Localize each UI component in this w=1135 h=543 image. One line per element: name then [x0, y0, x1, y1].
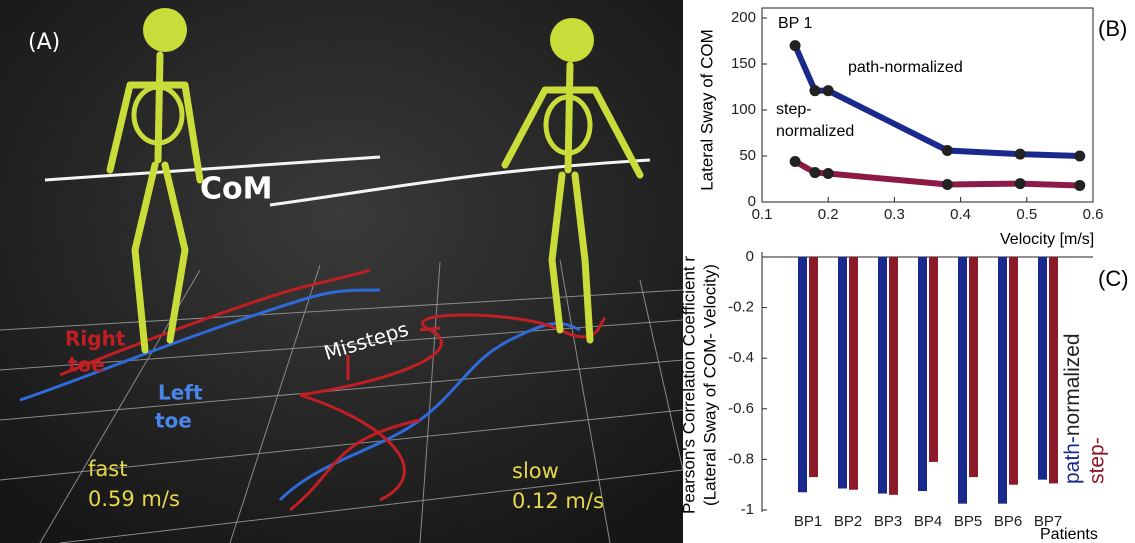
x-tick-label: 0.2: [818, 206, 839, 223]
data-point: [942, 179, 953, 190]
y-tick-label: -1: [741, 501, 754, 518]
x-tick-label: 0.3: [884, 206, 905, 223]
y-axis-label: Pearson's Correlation Coefficient r: [679, 256, 698, 514]
left-toe-label: Left: [158, 381, 203, 405]
x-tick-label: BP1: [794, 513, 822, 530]
panel-label: (A): [28, 30, 60, 55]
bar: [1009, 257, 1018, 485]
x-tick-label: BP3: [874, 513, 902, 530]
data-point: [790, 156, 801, 167]
right-toe-label: toe: [68, 353, 105, 377]
data-point: [790, 40, 801, 51]
series-line: [795, 162, 1080, 186]
legend-label: path-: [1061, 436, 1084, 484]
data-point: [1074, 151, 1085, 162]
bar: [838, 257, 847, 488]
data-point: [1015, 149, 1026, 160]
bar: [889, 257, 898, 495]
y-tick-label: 100: [731, 101, 756, 118]
annotation: step-: [776, 101, 812, 118]
com-label: CoM: [200, 172, 272, 207]
x-tick-label: 0.5: [1016, 206, 1037, 223]
panel-a: (A) CoM Right toe Left toe Missteps fast…: [0, 0, 683, 543]
y-tick-label: 150: [731, 55, 756, 72]
y-tick-label: 200: [731, 9, 756, 26]
data-point: [823, 85, 834, 96]
legend-label: normalized: [1061, 333, 1084, 436]
legend-entry: path-normalized: [1061, 333, 1084, 484]
annotation: path-normalized: [848, 59, 963, 76]
annotation: BP 1: [778, 15, 813, 32]
x-tick-label: BP5: [954, 513, 982, 530]
x-tick-label: BP6: [994, 513, 1022, 530]
x-axis-label: Velocity [m/s]: [1000, 231, 1094, 248]
y-axis-label: (Lateral Sway of COM- Velocity): [700, 264, 719, 506]
data-point: [823, 168, 834, 179]
x-tick-label: BP2: [834, 513, 862, 530]
y-tick-label: -0.8: [728, 450, 754, 467]
speed-label: 0.59 m/s: [88, 487, 180, 511]
y-tick-label: 0: [746, 248, 754, 265]
figure: (A) CoM Right toe Left toe Missteps fast…: [0, 0, 1135, 543]
x-tick-label: 0.1: [752, 206, 773, 223]
data-point: [809, 167, 820, 178]
x-tick-label: 0.6: [1083, 206, 1104, 223]
x-axis-label: Patients: [1040, 526, 1098, 543]
bar: [1038, 257, 1047, 480]
y-tick-label: -0.4: [728, 349, 754, 366]
bar: [969, 257, 978, 477]
bar: [958, 257, 967, 504]
data-point: [809, 85, 820, 96]
bar: [849, 257, 858, 490]
bar: [929, 257, 938, 462]
bar: [998, 257, 1007, 504]
annotation: normalized: [776, 123, 854, 140]
data-point: [1074, 180, 1085, 191]
panel-label: (C): [1098, 266, 1129, 291]
y-tick-label: -0.6: [728, 400, 754, 417]
y-tick-label: -0.2: [728, 299, 754, 316]
x-tick-label: BP4: [914, 513, 942, 530]
x-tick-label: 0.4: [950, 206, 971, 223]
data-point: [1015, 178, 1026, 189]
speed-label: 0.12 m/s: [512, 489, 604, 513]
bar: [918, 257, 927, 491]
legend-entry: step-: [1086, 437, 1109, 484]
left-toe-label: toe: [155, 409, 192, 433]
y-tick-label: 50: [739, 147, 756, 164]
right-toe-label: Right: [65, 327, 126, 351]
bar: [878, 257, 887, 494]
speed-label: fast: [88, 457, 127, 481]
bar: [809, 257, 818, 477]
bar: [1049, 257, 1058, 483]
panel-label: (B): [1098, 16, 1127, 41]
speed-label: slow: [512, 459, 559, 483]
data-point: [942, 145, 953, 156]
y-axis-label: Lateral Sway of COM: [697, 29, 716, 191]
bar: [798, 257, 807, 492]
